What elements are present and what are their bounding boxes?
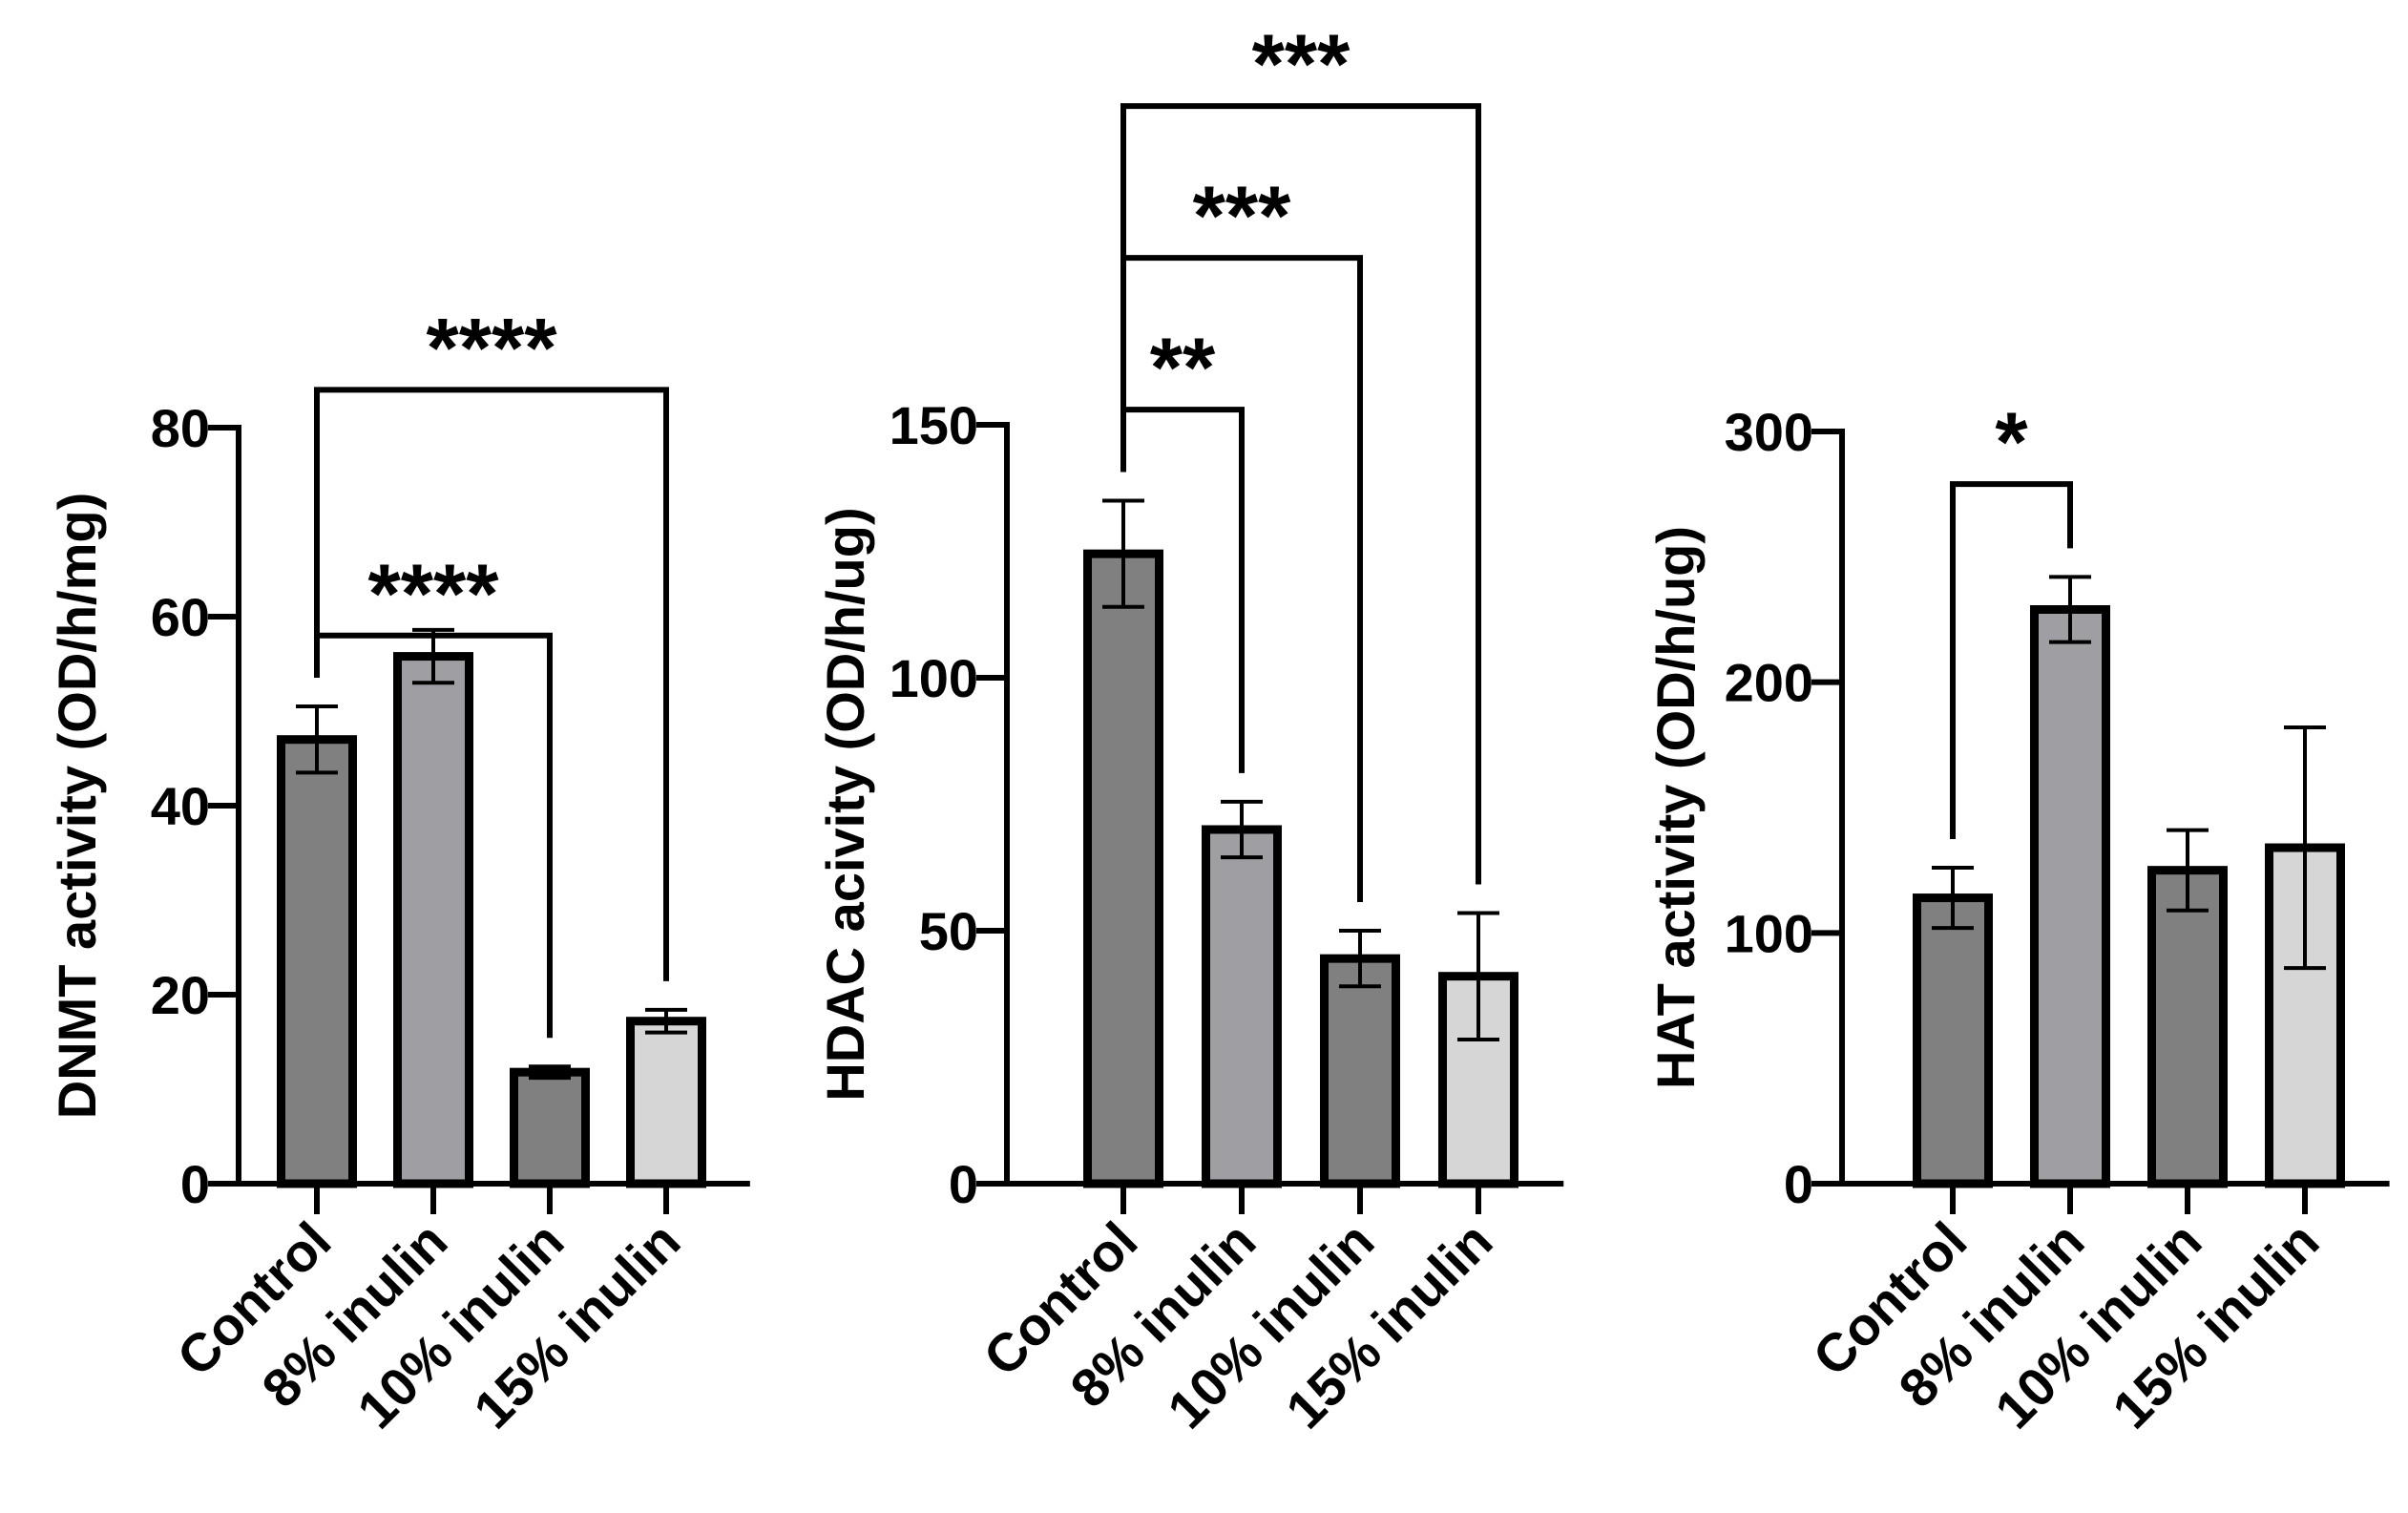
panel-2-bar-1 <box>1083 549 1163 1188</box>
panel-2-significance-label-2: *** <box>1193 168 1291 263</box>
panel-1-bar-3 <box>510 1067 590 1188</box>
panel-1-bar-1 <box>277 735 357 1188</box>
panel-1-significance-label-1: **** <box>368 546 500 641</box>
panel-2-y-tick-label: 150 <box>890 395 978 455</box>
panel-2-significance-label-3: *** <box>1252 16 1351 111</box>
panel-3-significance-bracket-1 <box>1950 481 2073 840</box>
panel-3-y-tick-label: 300 <box>1725 402 1813 462</box>
panel-1-y-tick-label: 60 <box>151 587 210 647</box>
panel-2-y-tick-label: 100 <box>890 648 978 708</box>
panel-1-y-tick-label: 0 <box>180 1154 210 1214</box>
panel-3-y-tick-label: 200 <box>1725 653 1813 713</box>
panel-3-bar-2 <box>2030 604 2110 1188</box>
panel-2-significance-label-1: ** <box>1150 320 1216 414</box>
panel-2-y-axis-title: HDAC acivity (OD/h/ug) <box>815 507 875 1101</box>
panel-3-y-tick-label: 100 <box>1725 903 1813 963</box>
panel-1-significance-bracket-2 <box>314 387 669 981</box>
panel-3-bar-3 <box>2147 866 2228 1188</box>
panel-3-y-axis-title: HAT activity (OD/h/ug) <box>1645 526 1706 1089</box>
panel-2-bar-3 <box>1320 954 1400 1188</box>
panel-1-bar-2 <box>393 652 473 1188</box>
panel-2-y-tick-label: 0 <box>949 1154 978 1214</box>
panel-2-y-tick-label: 50 <box>919 901 978 961</box>
panel-3-bar-1 <box>1913 893 1993 1188</box>
panel-1-y-tick-label: 20 <box>151 965 210 1025</box>
panel-3-significance-label-1: * <box>1995 394 2028 489</box>
panel-1-significance-label-2: **** <box>427 300 558 394</box>
panel-1-y-tick-label: 80 <box>151 398 210 458</box>
panel-1-y-axis-title: DNMT activity (OD/h/mg) <box>47 493 107 1119</box>
panel-1-bar-4 <box>626 1017 706 1188</box>
panel-1-y-tick-label: 40 <box>151 776 210 836</box>
panel-2-significance-bracket-3 <box>1120 103 1481 885</box>
panel-3-y-tick-label: 0 <box>1784 1154 1813 1214</box>
panel-2-bar-2 <box>1202 825 1282 1188</box>
